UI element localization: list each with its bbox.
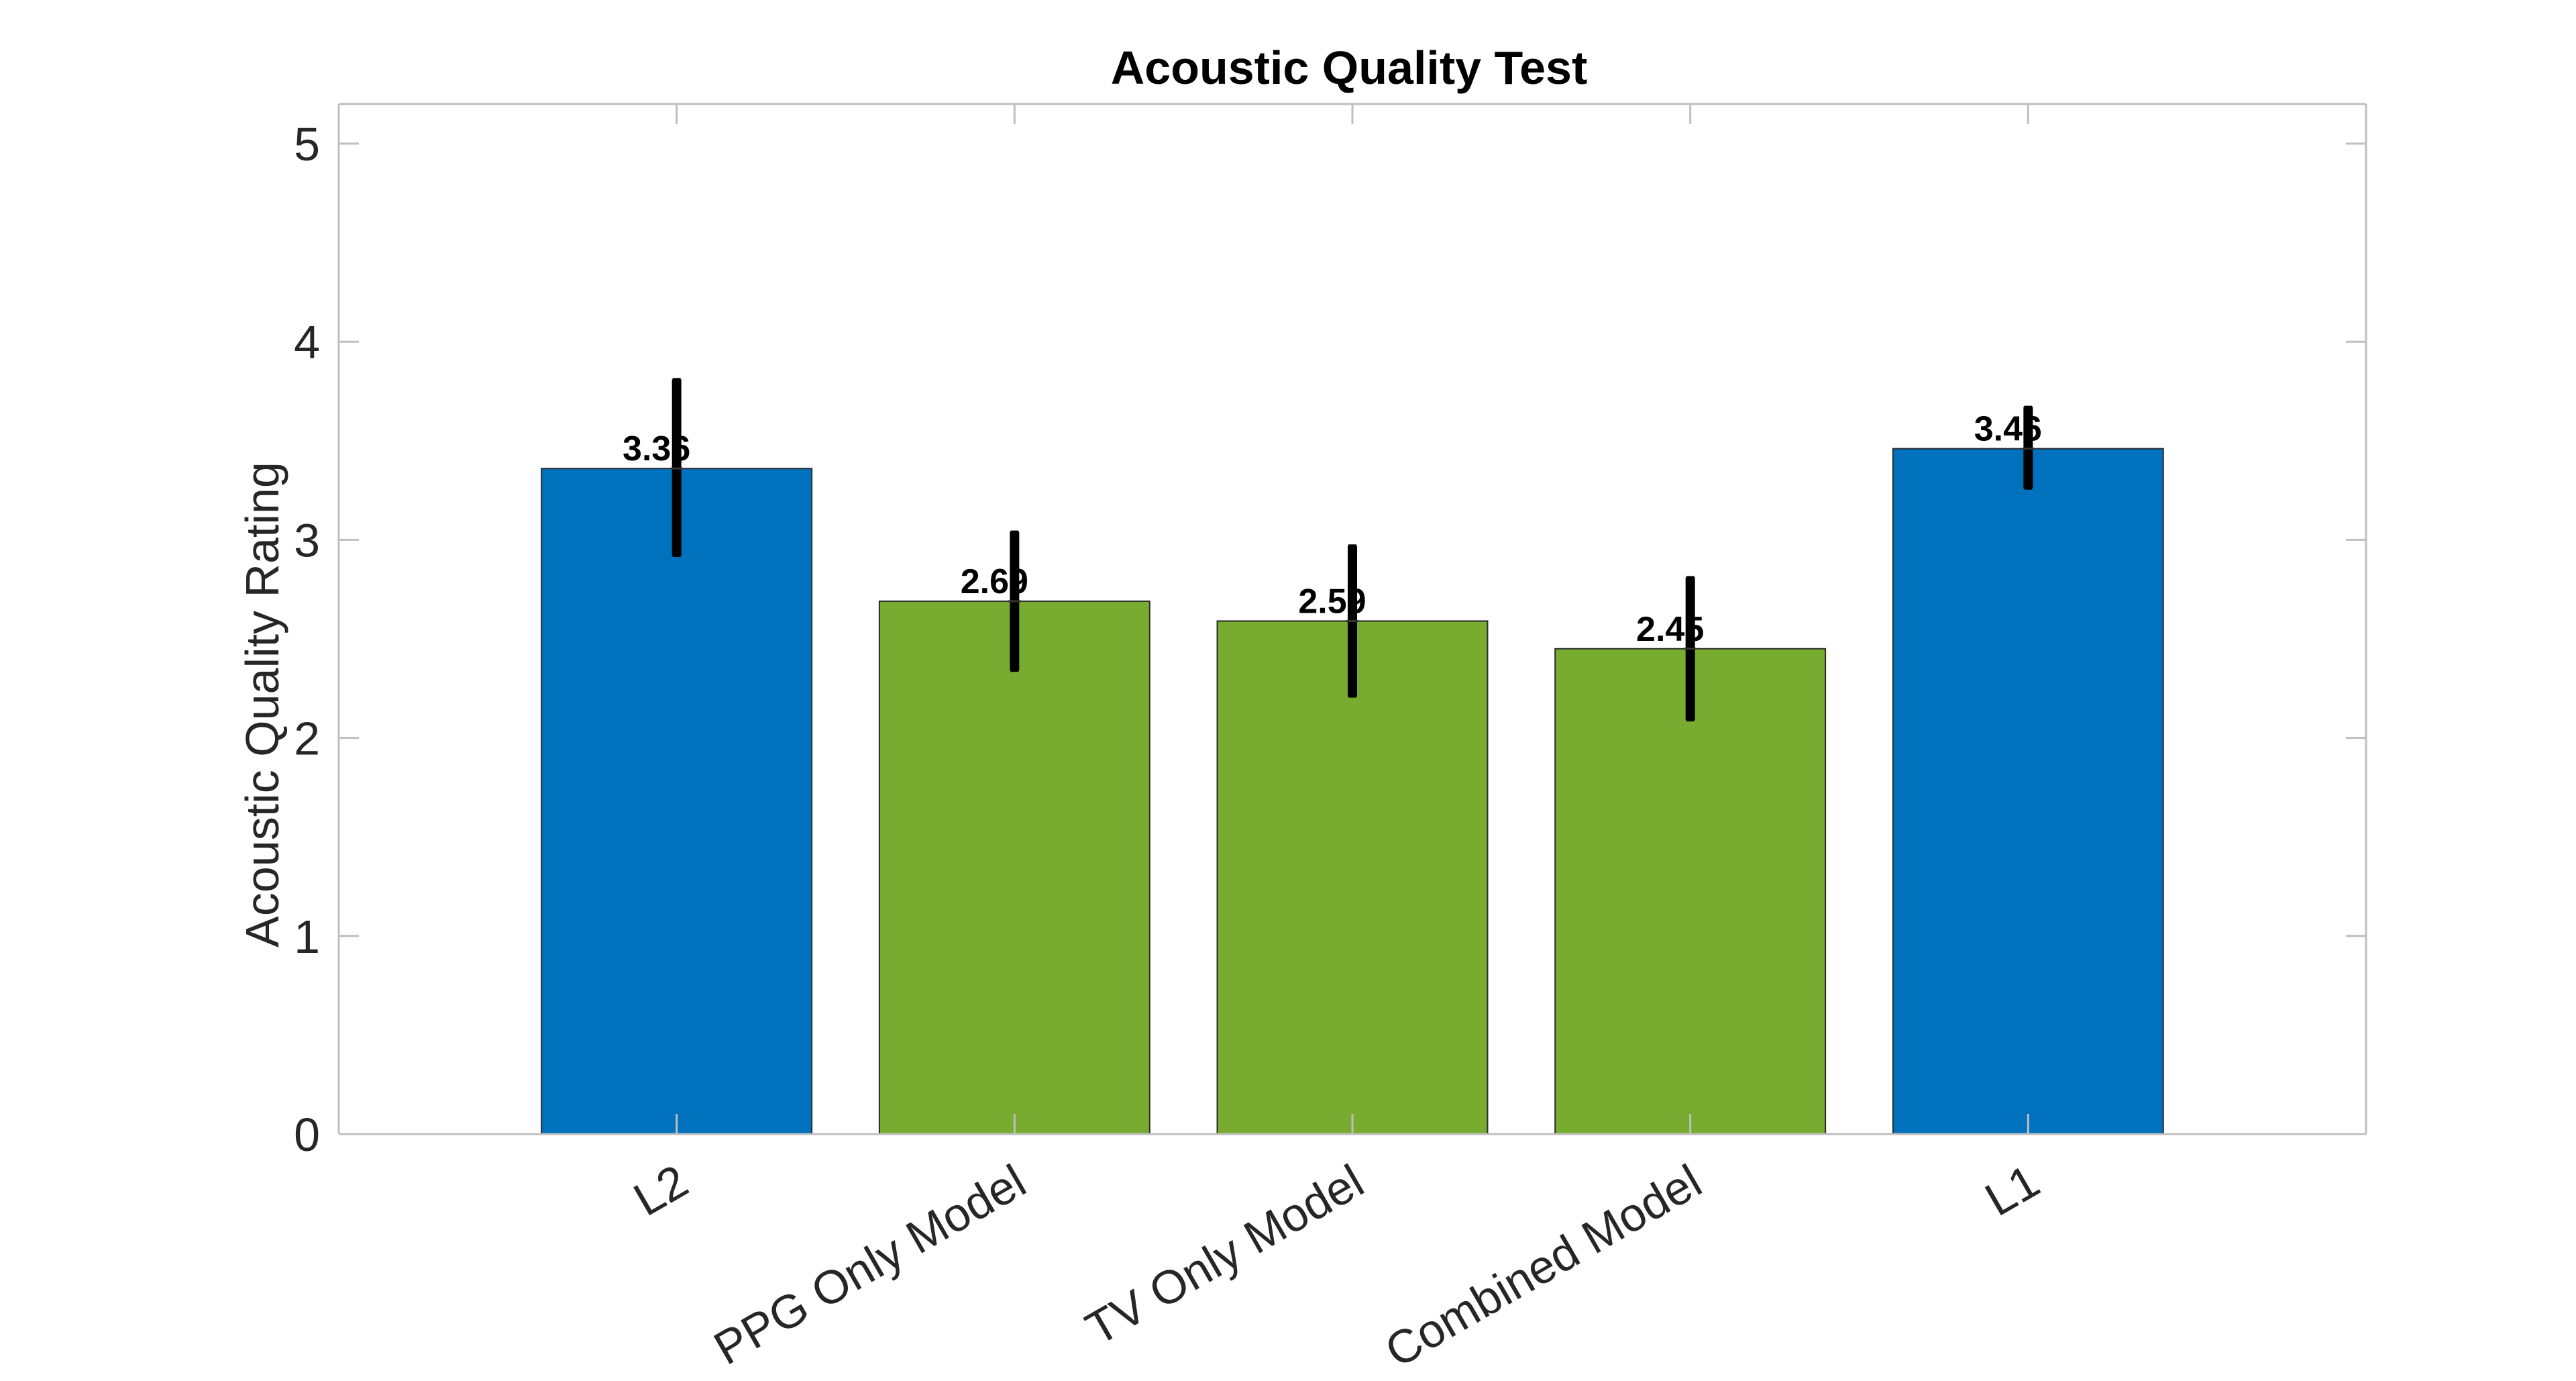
y-tick-label: 4 xyxy=(294,316,320,368)
chart-title: Acoustic Quality Test xyxy=(1111,42,1588,94)
y-tick-label: 5 xyxy=(294,118,320,170)
y-tick-label: 2 xyxy=(294,713,320,765)
y-tick-label: 3 xyxy=(294,514,320,566)
data-label: 2.59 xyxy=(1298,582,1366,621)
y-tick-label: 0 xyxy=(294,1109,320,1161)
bar xyxy=(1892,448,2164,1135)
y-axis-label: Acoustic Quality Rating xyxy=(236,462,288,948)
data-label: 2.69 xyxy=(961,562,1028,601)
data-label: 2.45 xyxy=(1636,610,1704,649)
y-tick-label: 1 xyxy=(294,911,320,963)
bar xyxy=(1216,620,1489,1135)
bar xyxy=(1554,648,1827,1135)
bar xyxy=(541,468,813,1135)
data-label: 3.46 xyxy=(1974,410,2042,449)
bar xyxy=(878,600,1150,1135)
data-label: 3.36 xyxy=(623,429,690,468)
